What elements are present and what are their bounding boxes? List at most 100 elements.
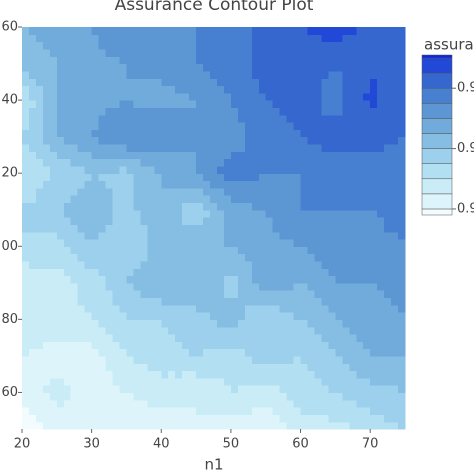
contour-cell <box>22 187 30 196</box>
contour-cell <box>140 217 148 225</box>
contour-cell <box>98 275 107 284</box>
contour-cell <box>112 341 121 350</box>
contour-cell <box>112 173 121 182</box>
contour-cell <box>335 180 343 189</box>
contour-cell <box>63 392 72 401</box>
contour-cell <box>126 341 135 350</box>
contour-cell <box>175 421 183 430</box>
contour-cell <box>22 122 30 130</box>
contour-cell <box>105 290 114 299</box>
contour-cell <box>293 319 302 328</box>
contour-cell <box>314 385 323 394</box>
contour-cell <box>98 173 107 182</box>
contour-cell <box>203 217 211 225</box>
contour-cell <box>237 385 246 394</box>
contour-cell <box>175 231 183 240</box>
contour-cell <box>133 158 141 167</box>
contour-cell <box>370 114 378 123</box>
contour-cell <box>28 48 37 57</box>
contour-cell <box>216 122 225 130</box>
contour-cell <box>91 407 100 415</box>
contour-cell <box>154 48 162 57</box>
contour-cell <box>147 217 155 225</box>
contour-cell <box>105 209 114 218</box>
contour-cell <box>342 238 350 247</box>
contour-cell <box>328 63 336 72</box>
contour-cell <box>175 399 183 408</box>
contour-cell <box>126 56 135 65</box>
contour-cell <box>356 253 364 262</box>
contour-cell <box>363 238 371 247</box>
contour-cell <box>98 341 107 350</box>
contour-cell <box>293 407 302 415</box>
contour-cell <box>189 129 197 138</box>
contour-cell <box>126 370 135 379</box>
contour-cell <box>300 202 309 211</box>
contour-cell <box>237 56 246 65</box>
contour-cell <box>286 268 295 277</box>
contour-cell <box>244 114 253 123</box>
contour-cell <box>307 414 316 423</box>
y-tick-label: 80 <box>1 312 18 327</box>
contour-cell <box>161 238 169 247</box>
contour-cell <box>175 92 183 101</box>
contour-cell <box>154 129 162 138</box>
contour-cell <box>203 282 211 291</box>
contour-cell <box>189 122 197 130</box>
contour-cell <box>210 312 218 320</box>
contour-cell <box>384 92 392 101</box>
contour-cell <box>196 165 204 174</box>
contour-cell <box>356 414 364 423</box>
contour-cell <box>105 355 114 364</box>
contour-cell <box>70 63 79 72</box>
contour-cell <box>349 122 357 130</box>
contour-cell <box>154 217 162 225</box>
contour-cell <box>349 348 357 357</box>
contour-cell <box>119 231 128 240</box>
contour-cell <box>56 224 65 233</box>
contour-cell <box>22 363 30 372</box>
contour-cell <box>126 85 135 94</box>
contour-cell <box>230 70 239 79</box>
contour-cell <box>98 187 107 196</box>
contour-cell <box>363 377 371 386</box>
contour-cell <box>203 268 211 277</box>
contour-cell <box>265 151 274 160</box>
contour-cell <box>265 260 274 269</box>
contour-cell <box>56 319 65 328</box>
contour-cell <box>28 363 37 372</box>
contour-cell <box>314 392 323 401</box>
colorbar-title: assuran <box>424 36 474 54</box>
contour-cell <box>154 173 162 182</box>
contour-cell <box>307 312 316 320</box>
contour-cell <box>349 238 357 247</box>
contour-cell <box>203 92 211 101</box>
contour-cell <box>203 377 211 386</box>
contour-cell <box>363 187 371 196</box>
contour-cell <box>272 370 281 379</box>
contour-cell <box>98 224 107 233</box>
contour-cell <box>307 158 316 167</box>
contour-cell <box>147 143 155 152</box>
contour-cell <box>70 312 79 320</box>
contour-cell <box>203 421 211 430</box>
contour-cell <box>293 399 302 408</box>
contour-cell <box>244 268 253 277</box>
contour-cell <box>119 202 128 211</box>
contour-cell <box>377 187 385 196</box>
contour-cell <box>293 392 302 401</box>
contour-cell <box>244 421 253 430</box>
contour-cell <box>42 34 51 43</box>
contour-cell <box>363 122 371 130</box>
contour-cell <box>363 173 371 182</box>
contour-cell <box>210 202 218 211</box>
contour-cell <box>77 173 86 182</box>
contour-cell <box>342 363 350 372</box>
contour-cell <box>363 158 371 167</box>
contour-cell <box>70 92 79 101</box>
contour-cell <box>154 180 162 189</box>
contour-cell <box>168 297 176 306</box>
contour-cell <box>63 326 72 335</box>
contour-cell <box>126 260 135 269</box>
contour-cell <box>251 260 260 269</box>
